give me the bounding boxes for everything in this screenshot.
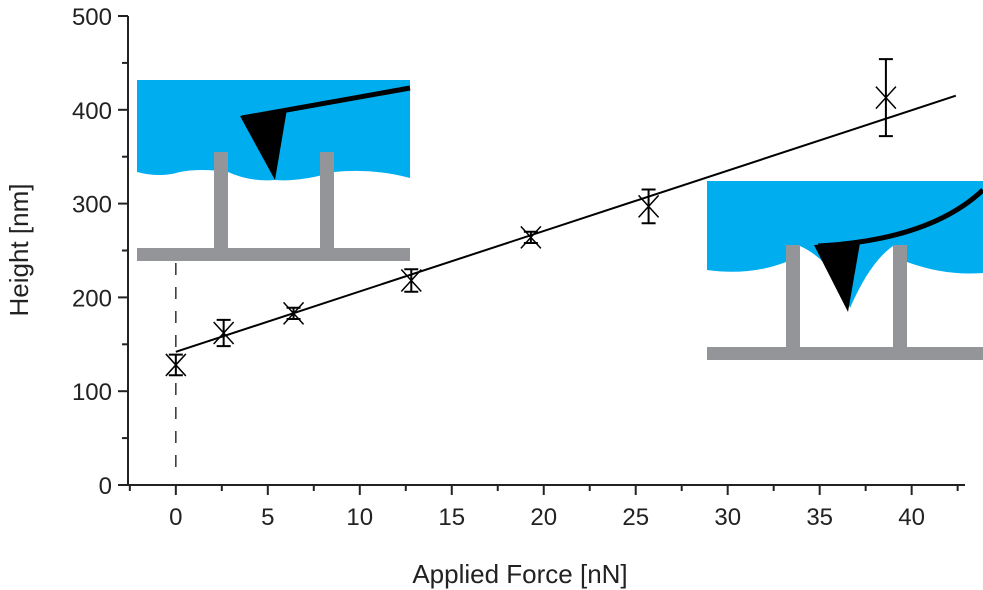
x-tick-label: 30 (714, 504, 741, 531)
inset-indentation-diagram (707, 181, 983, 360)
inset-contact-diagram (137, 80, 411, 261)
x-marker (520, 225, 542, 249)
x-marker (213, 321, 235, 345)
y-tick-label: 300 (72, 192, 112, 219)
x-marker (165, 353, 187, 377)
y-tick-label: 500 (72, 4, 112, 31)
x-marker (400, 269, 422, 293)
y-tick-label: 0 (99, 473, 112, 500)
data-point (400, 268, 422, 293)
data-point (638, 188, 660, 225)
x-tick-label: 40 (898, 504, 925, 531)
data-point (520, 225, 542, 249)
x-marker (283, 301, 305, 325)
data-marks (165, 58, 957, 467)
x-tick-label: 10 (346, 504, 373, 531)
x-tick-label: 5 (261, 504, 274, 531)
pillar (214, 152, 228, 250)
data-point (213, 318, 235, 348)
pillar (893, 245, 907, 348)
y-tick-label: 400 (72, 98, 112, 125)
x-marker (638, 194, 660, 218)
x-axis-label: Applied Force [nN] (412, 559, 627, 589)
x-marker (875, 86, 897, 110)
pillar (786, 245, 800, 348)
cantilever-tip (814, 243, 860, 312)
fit-line (175, 94, 957, 353)
substrate (137, 248, 410, 261)
y-tick-label: 100 (72, 379, 112, 406)
y-tick-label: 200 (72, 285, 112, 312)
substrate (707, 347, 983, 360)
x-tick-label: 25 (622, 504, 649, 531)
cantilever-tip (240, 109, 287, 180)
x-tick-label: 35 (806, 504, 833, 531)
x-tick-label: 20 (530, 504, 557, 531)
data-point (165, 353, 187, 377)
x-tick-label: 0 (169, 504, 182, 531)
data-point (283, 301, 305, 325)
data-point (875, 58, 897, 138)
x-tick-label: 15 (438, 504, 465, 531)
pillar (320, 152, 334, 250)
y-axis-label: Height [nm] (4, 184, 34, 317)
